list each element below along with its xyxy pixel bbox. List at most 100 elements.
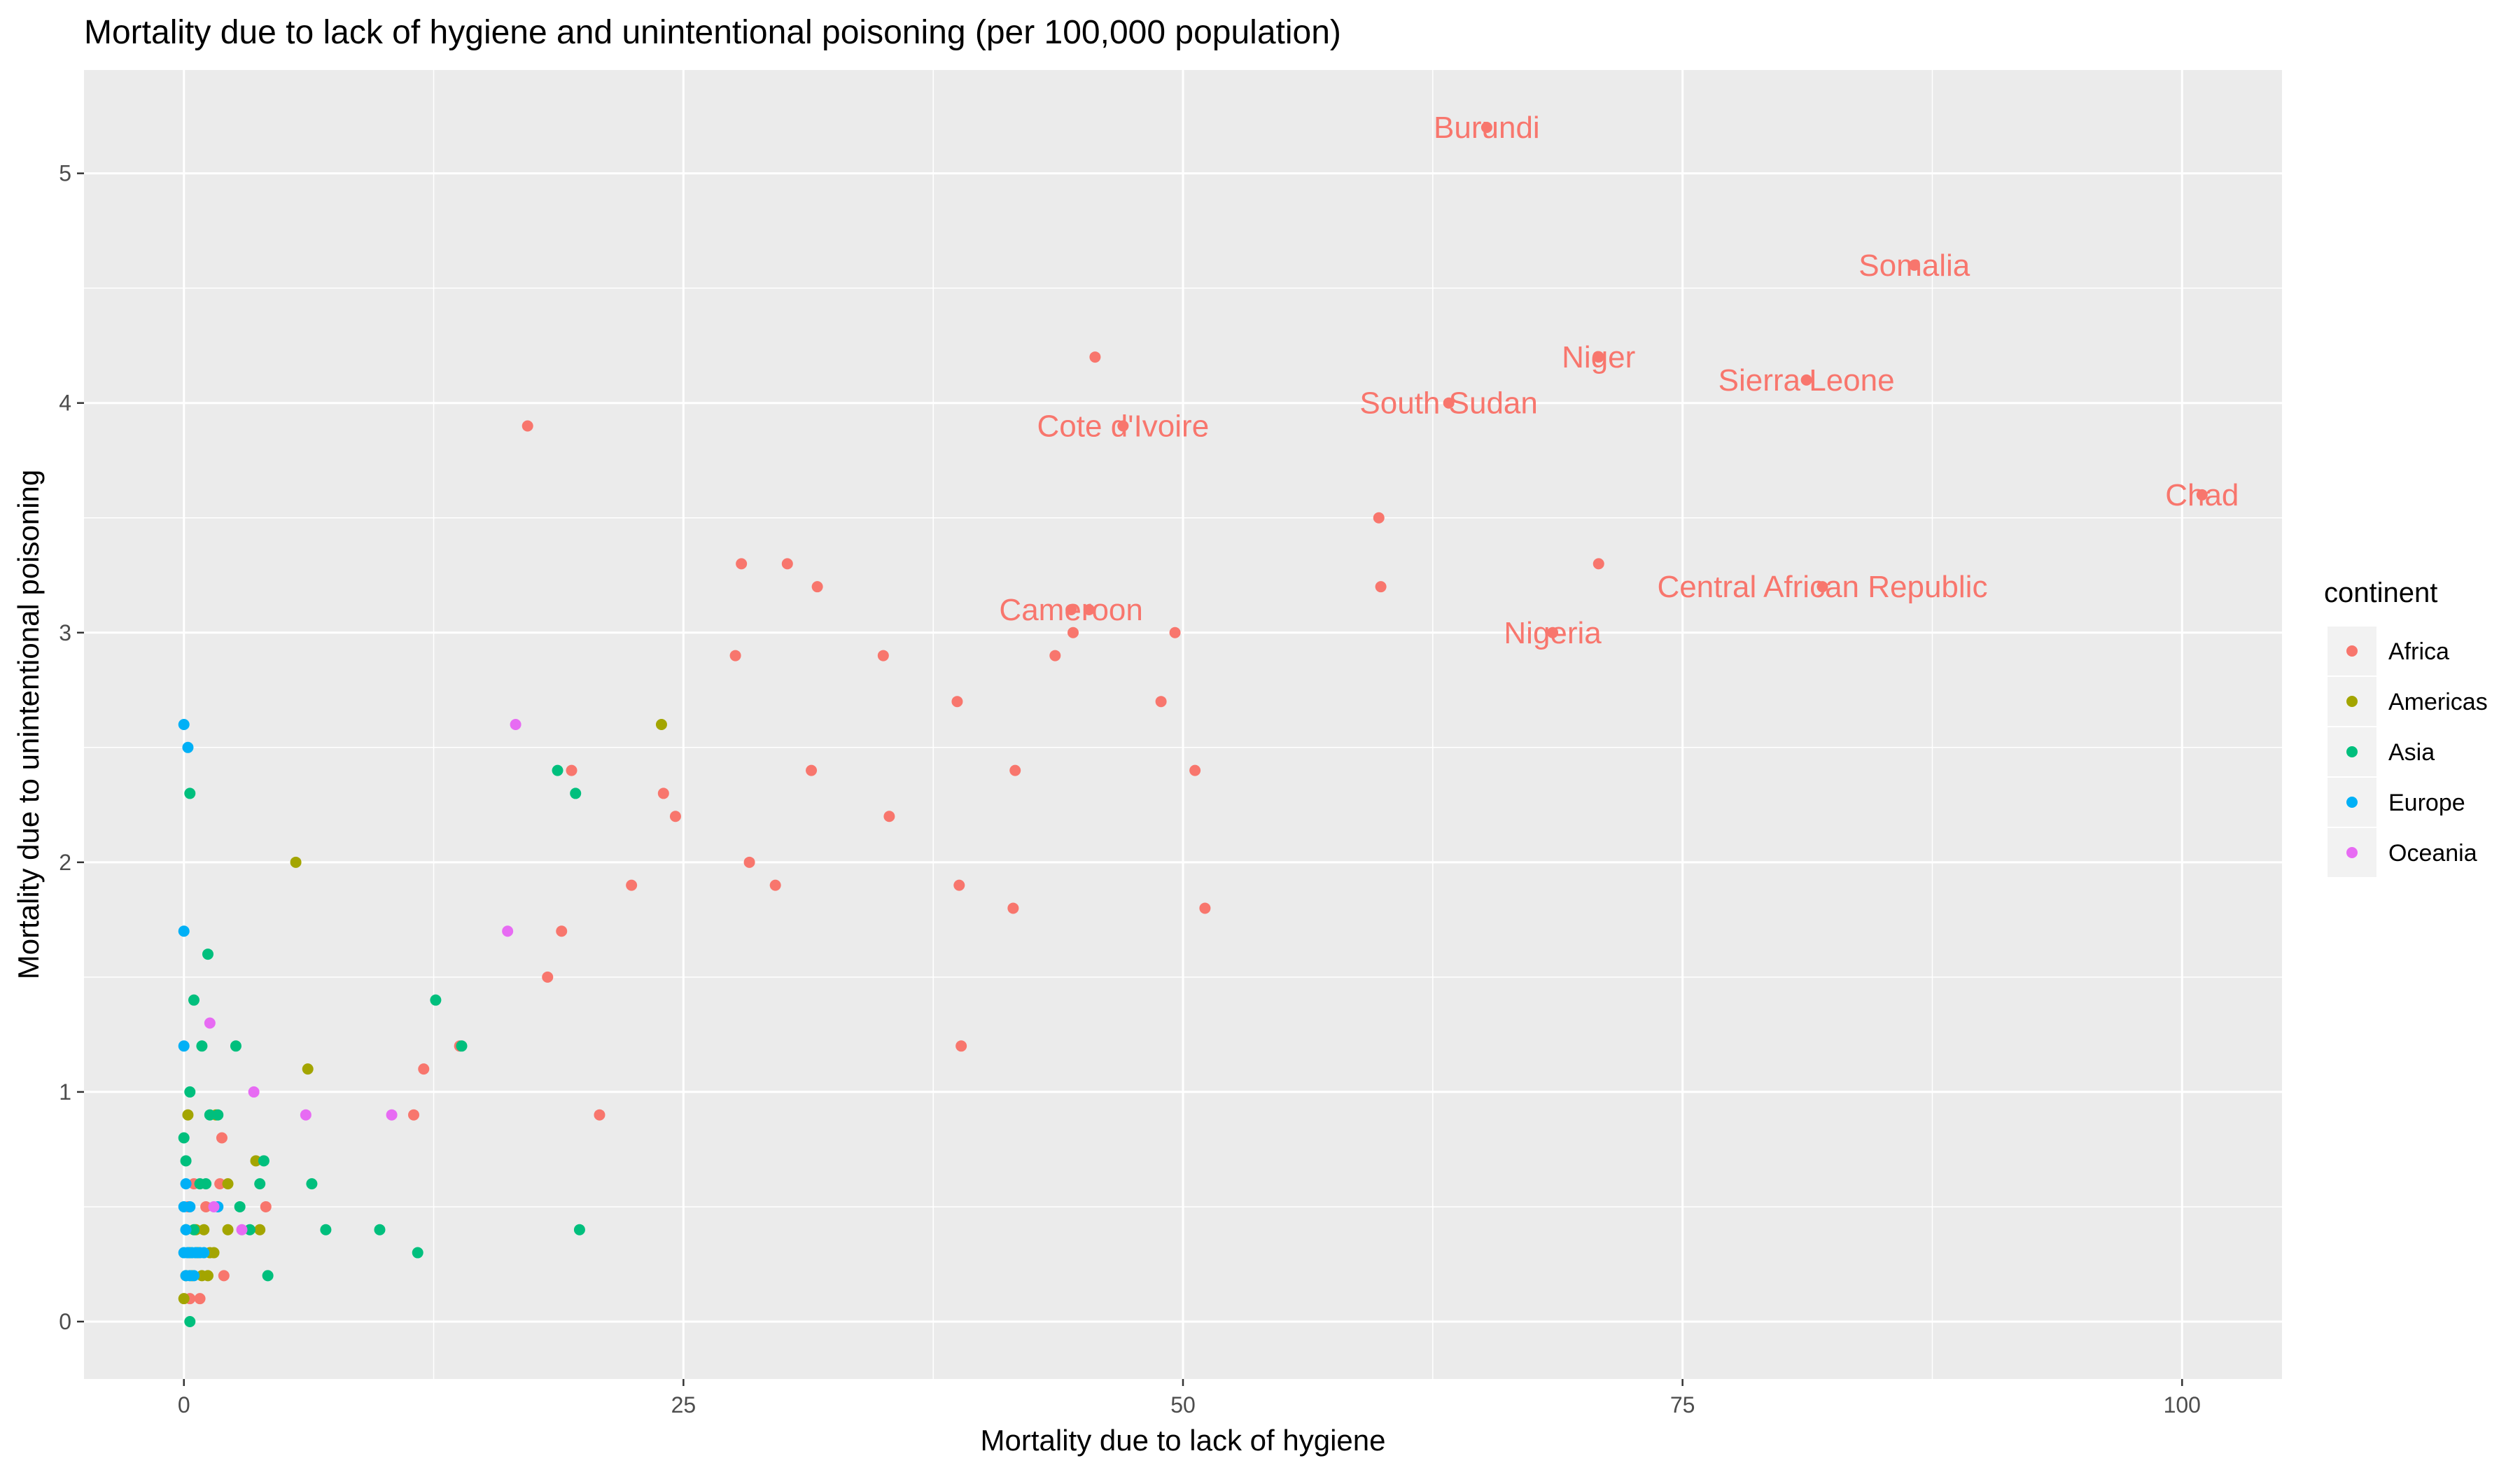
data-point-africa — [736, 558, 748, 570]
data-point-asia — [552, 764, 564, 776]
data-point-africa — [883, 811, 895, 822]
data-point-africa — [594, 1109, 606, 1121]
data-point-americas — [178, 1293, 190, 1305]
data-point-africa — [743, 856, 755, 868]
data-point-asia — [430, 994, 442, 1006]
data-point-africa — [1169, 626, 1181, 638]
data-point-africa — [1155, 696, 1167, 708]
data-point-asia — [258, 1155, 270, 1167]
data-point-asia — [184, 1086, 196, 1098]
data-point-africa — [1373, 512, 1385, 524]
y-tick-label: 5 — [59, 161, 71, 186]
legend-swatch — [2346, 847, 2358, 858]
data-point-europe — [178, 925, 190, 937]
data-point-africa — [1049, 650, 1061, 662]
data-point-asia — [412, 1247, 424, 1259]
point-label: Central African Republic — [1657, 570, 1987, 604]
data-point-oceania — [248, 1086, 260, 1098]
data-point-africa — [1375, 581, 1387, 593]
data-point-africa — [194, 1293, 206, 1305]
x-axis-title: Mortality due to lack of hygiene — [981, 1424, 1386, 1457]
x-tick-label: 25 — [671, 1392, 696, 1418]
data-point-europe — [178, 1200, 190, 1212]
data-point-africa — [955, 1040, 967, 1052]
data-point-africa — [806, 764, 818, 776]
legend-label: Asia — [2388, 739, 2435, 766]
point-label: Somalia — [1858, 248, 1970, 283]
data-point-asia — [202, 948, 214, 960]
x-tick-label: 75 — [1670, 1392, 1695, 1418]
data-point-africa — [2196, 489, 2208, 500]
data-point-africa — [200, 1200, 212, 1212]
data-point-africa — [1117, 420, 1129, 432]
data-point-africa — [218, 1270, 230, 1282]
data-point-europe — [182, 741, 194, 753]
data-point-africa — [1547, 626, 1559, 638]
data-point-africa — [1443, 397, 1455, 409]
data-point-africa — [1089, 351, 1101, 363]
data-point-asia — [200, 1178, 212, 1190]
data-point-asia — [212, 1109, 224, 1121]
legend-label: Europe — [2388, 790, 2465, 816]
data-point-asia — [570, 788, 582, 799]
data-point-asia — [456, 1040, 468, 1052]
legend: continent Africa Americas Asia Europe Oceani… — [2324, 578, 2488, 877]
data-point-africa — [1800, 374, 1812, 386]
data-point-africa — [769, 879, 781, 891]
data-point-americas — [222, 1178, 234, 1190]
data-point-asia — [244, 1224, 255, 1236]
data-point-asia — [204, 1109, 216, 1121]
data-point-asia — [184, 788, 196, 799]
chart-title: Mortality due to lack of hygiene and uni… — [84, 14, 1341, 51]
data-point-africa — [1592, 351, 1604, 363]
data-point-africa — [657, 788, 669, 799]
data-point-africa — [566, 764, 578, 776]
legend-label: Africa — [2388, 638, 2449, 665]
data-point-americas — [182, 1109, 194, 1121]
data-point-africa — [877, 650, 889, 662]
data-point-africa — [1009, 764, 1021, 776]
x-axis-ticks: 0 25 50 75 100 — [178, 1379, 2201, 1418]
y-axis-title: Mortality due to unintentional poisoning — [12, 470, 45, 979]
point-label: Sierra Leone — [1718, 363, 1895, 398]
data-point-africa — [1480, 122, 1492, 134]
data-point-asia — [180, 1155, 192, 1167]
data-point-africa — [1065, 603, 1077, 615]
data-point-americas — [208, 1247, 220, 1259]
legend-swatch — [2346, 746, 2358, 757]
data-point-oceania — [204, 1017, 216, 1029]
data-point-africa — [418, 1063, 430, 1075]
data-point-europe — [178, 1247, 190, 1259]
legend-items: Africa Americas Asia Europe Oceania — [2328, 626, 2488, 877]
legend-label: Americas — [2388, 689, 2488, 715]
data-point-asia — [234, 1200, 246, 1212]
data-point-africa — [1068, 626, 1079, 638]
point-label: Cameroon — [999, 593, 1142, 627]
data-point-asia — [196, 1040, 208, 1052]
point-label: Niger — [1562, 340, 1635, 374]
data-point-africa — [1816, 581, 1828, 593]
y-tick-label: 1 — [59, 1079, 71, 1105]
point-label: South Sudan — [1359, 386, 1537, 421]
data-point-oceania — [236, 1224, 248, 1236]
data-point-africa — [1908, 259, 1920, 271]
data-point-americas — [290, 856, 302, 868]
data-point-africa — [214, 1178, 226, 1190]
data-point-americas — [198, 1224, 210, 1236]
data-point-oceania — [510, 719, 522, 730]
data-point-africa — [1592, 558, 1604, 570]
point-label: Chad — [2165, 478, 2239, 512]
data-point-africa — [1083, 603, 1095, 615]
data-point-asia — [306, 1178, 318, 1190]
legend-swatch — [2346, 645, 2358, 657]
data-point-africa — [669, 811, 681, 822]
data-point-europe — [178, 1040, 190, 1052]
y-axis-ticks: 0 1 2 3 4 5 — [59, 161, 84, 1334]
data-point-africa — [781, 558, 793, 570]
data-point-asia — [230, 1040, 241, 1052]
data-point-asia — [184, 1315, 196, 1327]
data-point-africa — [729, 650, 741, 662]
data-point-africa — [951, 696, 963, 708]
data-point-africa — [1189, 764, 1201, 776]
data-points — [178, 122, 2208, 1327]
